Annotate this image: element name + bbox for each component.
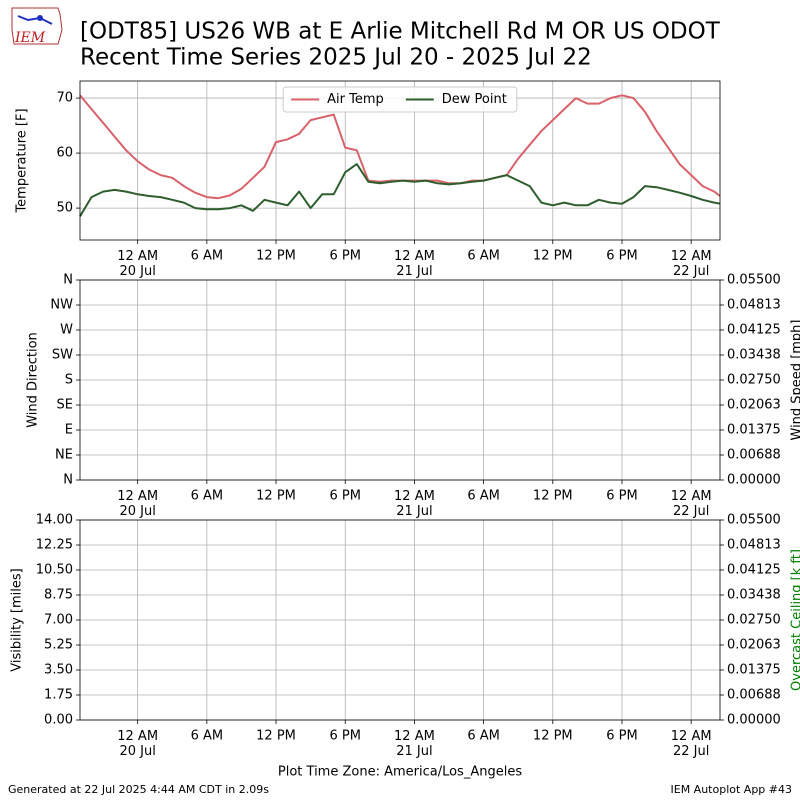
x-tick-label: 6 PM: [606, 489, 637, 504]
x-tick-label: 12 PM: [256, 489, 296, 504]
y2-tick-label: 0.01375: [727, 423, 781, 438]
y2-tick-label: 0.00688: [727, 688, 781, 703]
x-tick-label: 6 PM: [329, 249, 360, 264]
y-tick-label: SE: [57, 398, 73, 413]
x-tick-label: 12 AM 22 Jul: [671, 489, 712, 519]
y-tick-label: NW: [50, 298, 73, 313]
y2-tick-label: 0.02063: [727, 398, 781, 413]
y2-tick-label: 0.02750: [727, 613, 781, 628]
y-tick-label: NE: [55, 448, 73, 463]
x-tick-label: 6 AM: [467, 249, 500, 264]
y2-tick-label: 0.00000: [727, 473, 781, 488]
logo: IEM: [11, 7, 63, 46]
x-tick-label: 6 AM: [191, 249, 224, 264]
plot-frame: [79, 80, 721, 241]
y-tick-label: 70: [56, 91, 73, 106]
x-tick-label: 6 AM: [191, 729, 224, 744]
y2-tick-label: 0.04813: [727, 298, 781, 313]
y2-tick-label: 0.04125: [727, 323, 781, 338]
y-tick-label: N: [63, 273, 73, 288]
y-tick-label: 12.25: [36, 538, 73, 553]
logo-outline: [11, 7, 63, 45]
logo-lines: [17, 15, 53, 25]
x-tick-label: 6 AM: [191, 489, 224, 504]
y-tick-label: S: [65, 373, 73, 388]
logo-dot: [37, 15, 43, 21]
y-tick-label: 50: [56, 201, 73, 216]
legend: Air Temp Dew Point: [282, 86, 518, 113]
y-tick-label: SW: [52, 348, 73, 363]
y2-tick-label: 0.01375: [727, 663, 781, 678]
y-tick-label: 10.50: [36, 563, 73, 578]
x-tick-label: 12 AM 22 Jul: [671, 729, 712, 759]
y-tick-label: 8.75: [44, 588, 73, 603]
x-axis-label: Plot Time Zone: America/Los_Angeles: [278, 765, 522, 780]
footer-left: Generated at 22 Jul 2025 4:44 AM CDT in …: [8, 783, 269, 796]
x-tick-label: 12 AM 20 Jul: [117, 729, 158, 759]
y2-tick-label: 0.05500: [727, 273, 781, 288]
y2-tick-label: 0.02750: [727, 373, 781, 388]
footer-right: IEM Autoplot App #43: [671, 783, 793, 796]
plot-frame: [79, 519, 721, 721]
y2-axis-label: Overcast Ceiling [k ft]: [790, 549, 800, 691]
x-tick-label: 12 PM: [533, 249, 573, 264]
x-tick-label: 12 PM: [533, 489, 573, 504]
series-line: [79, 163, 721, 217]
x-tick-label: 12 AM 20 Jul: [117, 249, 158, 279]
x-tick-label: 6 AM: [467, 489, 500, 504]
y2-tick-label: 0.04125: [727, 563, 781, 578]
x-tick-label: 12 AM 22 Jul: [671, 249, 712, 279]
x-tick-label: 6 PM: [329, 489, 360, 504]
legend-box: [282, 86, 518, 113]
x-tick-label: 6 PM: [329, 729, 360, 744]
y-tick-label: 1.75: [44, 688, 73, 703]
y-tick-label: 7.00: [44, 613, 73, 628]
y-axis-label: Wind Direction: [26, 332, 41, 428]
y-tick-label: E: [65, 423, 73, 438]
title-line-2: Recent Time Series 2025 Jul 20 - 2025 Ju…: [80, 45, 592, 71]
logo-text: IEM: [14, 30, 46, 46]
x-tick-label: 12 AM 21 Jul: [394, 249, 435, 279]
plot-frame: [79, 279, 721, 481]
x-tick-label: 12 PM: [256, 249, 296, 264]
y2-tick-label: 0.00688: [727, 448, 781, 463]
y-tick-label: 3.50: [44, 663, 73, 678]
y2-tick-label: 0.05500: [727, 513, 781, 528]
y-tick-label: W: [60, 323, 73, 338]
y-axis-label: Temperature [F]: [15, 108, 30, 213]
y-tick-label: 60: [56, 146, 73, 161]
y2-tick-label: 0.00000: [727, 713, 781, 728]
x-tick-label: 12 AM 20 Jul: [117, 489, 158, 519]
y2-tick-label: 0.03438: [727, 588, 781, 603]
x-tick-label: 6 AM: [467, 729, 500, 744]
x-tick-label: 6 PM: [606, 729, 637, 744]
x-tick-label: 12 PM: [533, 729, 573, 744]
y-tick-label: 0.00: [44, 713, 73, 728]
x-tick-label: 12 AM 21 Jul: [394, 489, 435, 519]
y-tick-label: N: [63, 473, 73, 488]
legend-label: Air Temp: [327, 92, 384, 107]
x-tick-label: 12 AM 21 Jul: [394, 729, 435, 759]
x-tick-label: 6 PM: [606, 249, 637, 264]
y-tick-label: 5.25: [44, 638, 73, 653]
legend-label: Dew Point: [442, 92, 507, 107]
y2-tick-label: 0.03438: [727, 348, 781, 363]
title-line-1: [ODT85] US26 WB at E Arlie Mitchell Rd M…: [80, 19, 721, 45]
y2-axis-label: Wind Speed [mph]: [790, 320, 800, 441]
x-tick-label: 12 PM: [256, 729, 296, 744]
y2-tick-label: 0.02063: [727, 638, 781, 653]
y-tick-label: 14.00: [36, 513, 73, 528]
y2-tick-label: 0.04813: [727, 538, 781, 553]
y-axis-label: Visibility [miles]: [10, 568, 25, 671]
